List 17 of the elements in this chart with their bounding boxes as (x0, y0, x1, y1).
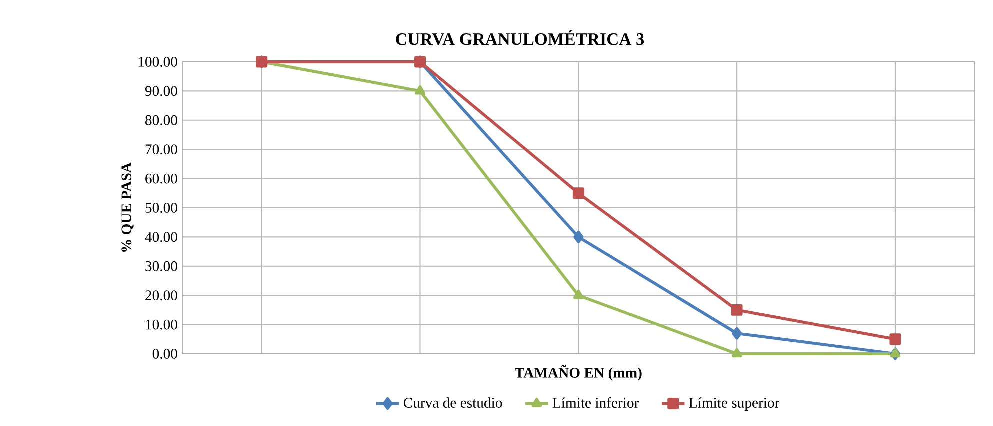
y-tick-label: 60.00 (146, 174, 178, 184)
y-tick-label: 50.00 (146, 203, 178, 213)
legend-label: Límite superior (689, 398, 780, 411)
y-tick-label: 90.00 (145, 86, 178, 96)
legend-label: Límite inferior (552, 398, 640, 408)
y-tick-label: 30.00 (146, 261, 178, 272)
y-tick-label: 70.00 (146, 144, 178, 155)
y-tick-label: 100.00 (138, 57, 178, 67)
y-axis-title: % QUE PASA (122, 162, 134, 252)
y-tick-label: 10.00 (146, 320, 178, 330)
y-tick-label: 80.00 (146, 115, 178, 126)
y-tick-label: 20.00 (146, 290, 178, 301)
x-axis-title: TAMAÑO EN (mm) (515, 365, 642, 381)
y-tick-label: 0.00 (152, 349, 178, 359)
chart-title: CURVA GRANULOMÉTRICA 3 (396, 30, 644, 46)
y-tick-label: 40.00 (145, 232, 178, 242)
legend-label: Curva de estudio (404, 398, 502, 408)
